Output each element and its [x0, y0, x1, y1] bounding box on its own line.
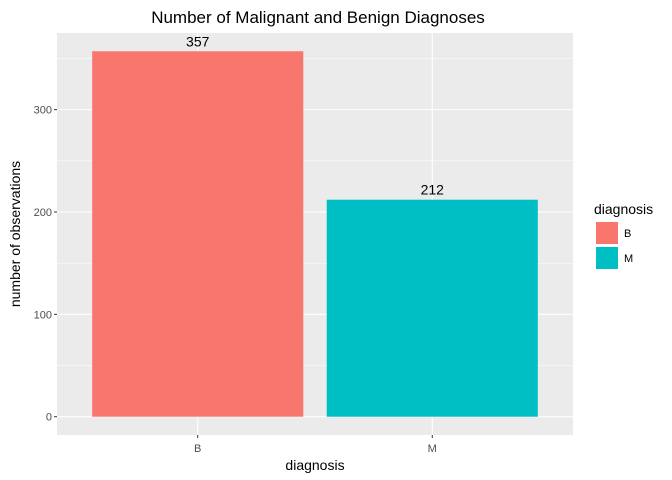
- legend-key-b: [596, 222, 618, 244]
- chart-title: Number of Malignant and Benign Diagnoses: [151, 8, 485, 27]
- x-axis-title: diagnosis: [285, 457, 344, 473]
- data-label-m: 212: [421, 182, 445, 198]
- x-tick-label: B: [194, 443, 201, 455]
- bars: [92, 51, 538, 417]
- y-axis-ticks: 0 100 200 300: [34, 105, 57, 424]
- legend-label-m: M: [624, 253, 633, 265]
- y-tick-label: 300: [34, 105, 52, 117]
- y-tick-label: 200: [34, 207, 52, 219]
- x-tick-label: M: [428, 443, 437, 455]
- data-labels: 357 212: [186, 33, 444, 197]
- legend-items: BM: [596, 222, 633, 269]
- y-axis-title: number of observations: [7, 161, 23, 307]
- legend-key-m: [596, 247, 618, 269]
- legend-title: diagnosis: [594, 201, 653, 217]
- legend: diagnosis BM: [594, 201, 653, 269]
- legend-label-b: B: [624, 228, 631, 240]
- data-label-b: 357: [186, 33, 210, 49]
- bar-b: [92, 51, 304, 417]
- y-tick-label: 100: [34, 309, 52, 321]
- bar-m: [326, 199, 538, 417]
- y-tick-label: 0: [46, 412, 52, 424]
